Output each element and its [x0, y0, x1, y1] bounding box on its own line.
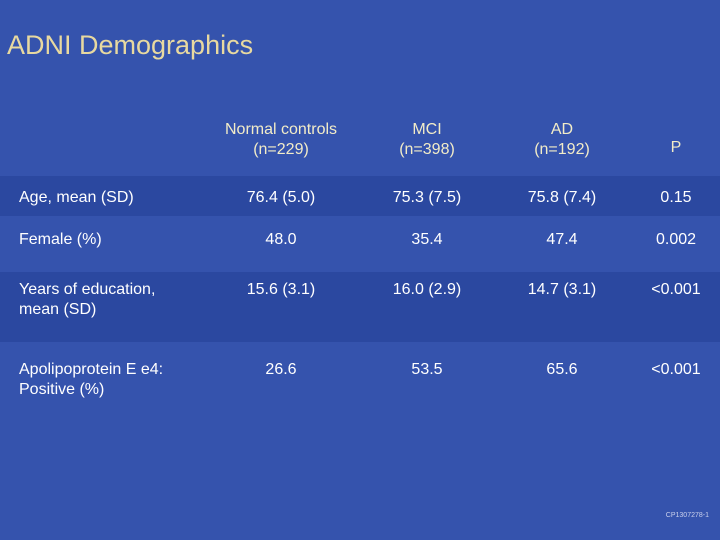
cell-normal: 26.6 [265, 361, 297, 378]
slide-footer-code: CP1307278-1 [665, 512, 709, 519]
header-mci: MCI (n=398) [362, 100, 492, 176]
table-row-female: Female (%) 48.0 35.4 47.4 0.002 [0, 216, 720, 272]
row-label: Apolipoprotein E e4: Positive (%) [0, 342, 200, 420]
cell-p: 0.002 [655, 231, 697, 248]
table-row-age: Age, mean (SD) 76.4 (5.0) 75.3 (7.5) 75.… [0, 176, 720, 216]
header-mci-n: (n=398) [399, 141, 455, 158]
header-normal-controls-name: Normal controls [224, 121, 338, 138]
demographics-table: Normal controls (n=229) MCI (n=398) AD (… [0, 100, 720, 420]
cell-p: 0.15 [632, 176, 720, 216]
cell-mci: 16.0 (2.9) [362, 272, 492, 342]
table-row-education: Years of education, mean (SD) 15.6 (3.1)… [0, 272, 720, 342]
cell-ad: 65.6 [546, 361, 578, 378]
cell-ad: 14.7 (3.1) [492, 272, 632, 342]
cell-ad: 47.4 [546, 231, 578, 248]
header-ad-name: AD [550, 121, 574, 138]
row-label-line2: Positive (%) [19, 381, 105, 398]
cell-p: <0.001 [651, 361, 701, 378]
cell-mci: 75.3 (7.5) [362, 176, 492, 216]
header-p-label: P [670, 139, 682, 156]
cell-ad: 75.8 (7.4) [492, 176, 632, 216]
table-row-apoe: Apolipoprotein E e4: Positive (%) 26.6 5… [0, 342, 720, 420]
row-label-line2: mean (SD) [19, 301, 97, 318]
header-p: P [632, 100, 720, 176]
header-normal-controls-n: (n=229) [253, 141, 309, 158]
header-mci-name: MCI [412, 121, 442, 138]
row-label: Female (%) [19, 231, 102, 248]
header-normal-controls: Normal controls (n=229) [200, 100, 362, 176]
cell-mci: 35.4 [411, 231, 443, 248]
cell-p: <0.001 [632, 272, 720, 342]
slide-title: ADNI Demographics [7, 30, 254, 60]
header-empty [0, 100, 200, 176]
header-ad-n: (n=192) [534, 141, 590, 158]
cell-mci: 53.5 [411, 361, 443, 378]
header-ad: AD (n=192) [492, 100, 632, 176]
row-label-line1: Years of education, [19, 281, 156, 298]
cell-normal: 15.6 (3.1) [200, 272, 362, 342]
table-header-row: Normal controls (n=229) MCI (n=398) AD (… [0, 100, 720, 176]
row-label: Years of education, mean (SD) [0, 272, 200, 342]
row-label-line1: Apolipoprotein E e4: [19, 361, 164, 378]
row-label: Age, mean (SD) [0, 176, 200, 216]
cell-normal: 48.0 [265, 231, 297, 248]
cell-normal: 76.4 (5.0) [200, 176, 362, 216]
